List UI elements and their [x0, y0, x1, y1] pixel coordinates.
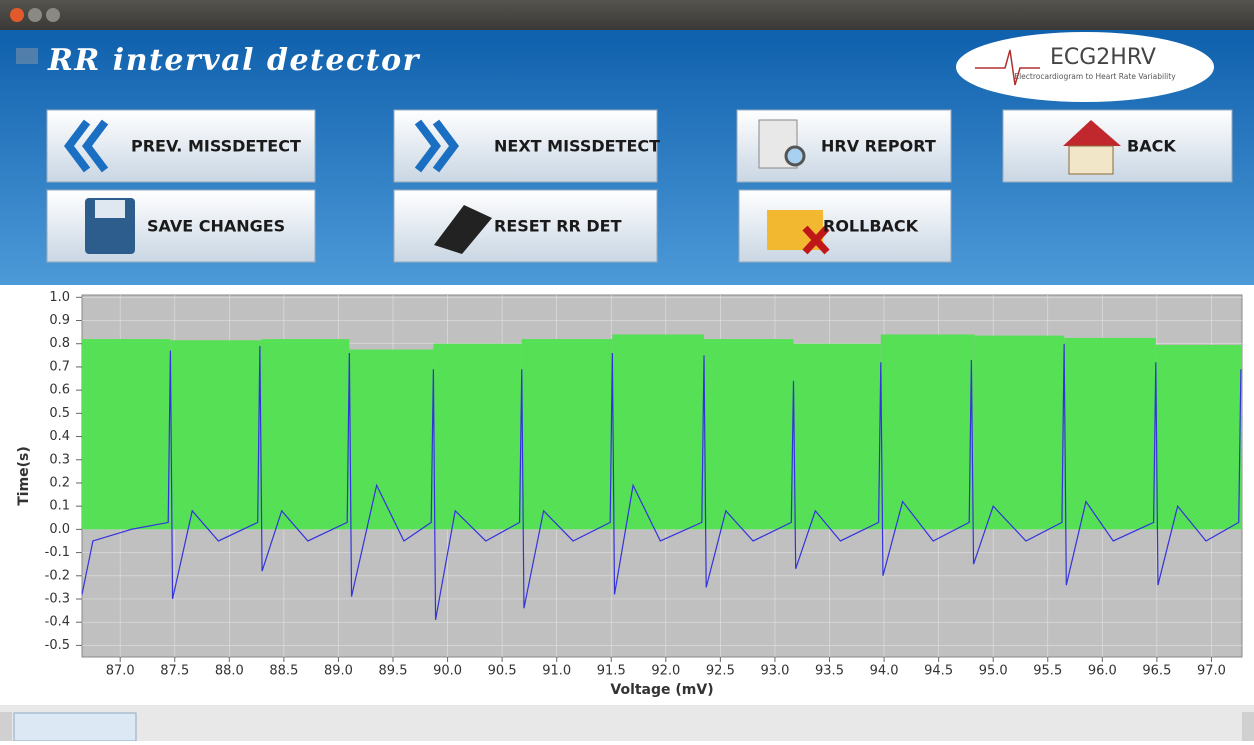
scrollbar[interactable] — [0, 705, 1254, 741]
rr-interval-bar — [704, 339, 794, 530]
y-tick-label: 0.3 — [49, 452, 70, 467]
logo-ecg-icon — [975, 49, 1040, 86]
x-tick-label: 87.0 — [106, 664, 135, 679]
button-label: PREV. MISSDETECT — [131, 137, 301, 156]
title-bar — [0, 0, 1254, 30]
rr-interval-bar — [1155, 344, 1242, 530]
button[interactable]: PREV. MISSDETECT — [46, 109, 316, 183]
x-tick-label: 89.5 — [379, 664, 408, 679]
y-tick-label: 0.0 — [49, 522, 70, 537]
button[interactable]: NEXT MISSDETECT — [393, 109, 660, 183]
x-tick-label: 96.5 — [1142, 664, 1171, 679]
scroll-left[interactable] — [0, 712, 12, 741]
rr-interval-bar — [82, 339, 171, 530]
x-tick-label: 97.0 — [1197, 664, 1226, 679]
button-label: NEXT MISSDETECT — [494, 137, 660, 156]
rr-interval-bar — [262, 339, 350, 530]
x-tick-label: 93.0 — [760, 664, 789, 679]
rr-interval-bar — [793, 343, 881, 530]
y-tick-label: 0.5 — [49, 406, 70, 421]
button[interactable]: ROLLBACK — [738, 189, 952, 263]
x-tick-label: 96.0 — [1088, 664, 1117, 679]
rr-interval-bar — [170, 340, 263, 530]
button[interactable]: SAVE CHANGES — [46, 189, 316, 263]
minimize-button[interactable] — [28, 8, 42, 22]
rr-interval-bar — [612, 334, 705, 530]
rr-interval-bar — [1064, 337, 1156, 530]
x-axis-label: Voltage (mV) — [610, 682, 713, 698]
close-button[interactable] — [10, 8, 24, 22]
x-tick-label: 92.0 — [651, 664, 680, 679]
x-tick-label: 91.0 — [542, 664, 571, 679]
y-tick-label: 1.0 — [49, 290, 70, 305]
rr-interval-bar — [521, 339, 613, 530]
y-tick-label: -0.4 — [45, 615, 70, 630]
icon — [784, 145, 806, 167]
y-tick-label: -0.2 — [45, 568, 70, 583]
rr-interval-bar — [880, 334, 975, 530]
y-tick-label: -0.1 — [45, 545, 70, 560]
icon — [1068, 145, 1114, 175]
x-tick-label: 87.5 — [160, 664, 189, 679]
button[interactable]: HRV REPORT — [736, 109, 952, 183]
icon — [64, 119, 109, 173]
x-tick-label: 91.5 — [597, 664, 626, 679]
x-tick-label: 92.5 — [706, 664, 735, 679]
icon — [802, 225, 830, 255]
rr-interval-bar — [433, 343, 522, 530]
x-tick-label: 89.0 — [324, 664, 353, 679]
x-tick-label: 93.5 — [815, 664, 844, 679]
button-face — [393, 189, 658, 263]
y-tick-label: 0.7 — [49, 359, 70, 374]
y-tick-label: 0.1 — [49, 499, 70, 514]
button[interactable]: RESET RR DET — [393, 189, 658, 263]
icon — [1063, 120, 1121, 146]
x-tick-label: 90.5 — [488, 664, 517, 679]
icon — [95, 200, 125, 218]
logo-title: ECG2HRV — [1050, 45, 1156, 70]
x-tick-label: 88.5 — [269, 664, 298, 679]
y-tick-label: 0.4 — [49, 429, 70, 444]
x-tick-label: 88.0 — [215, 664, 244, 679]
button-label: RESET RR DET — [494, 217, 622, 236]
x-tick-label: 90.0 — [433, 664, 462, 679]
icon — [434, 205, 492, 254]
app-title: RR interval detector — [47, 43, 421, 78]
y-tick-label: -0.5 — [45, 638, 70, 653]
rr-interval-bar — [974, 335, 1065, 530]
logo — [956, 32, 1214, 102]
y-tick-label: 0.8 — [49, 336, 70, 351]
x-tick-label: 95.5 — [1033, 664, 1062, 679]
y-tick-label: -0.3 — [45, 591, 70, 606]
app-icon — [16, 48, 38, 64]
button-label: BACK — [1127, 137, 1176, 156]
x-tick-label: 95.0 — [979, 664, 1008, 679]
y-tick-label: 0.9 — [49, 313, 70, 328]
rr-interval-bar — [349, 349, 434, 530]
maximize-button[interactable] — [46, 8, 60, 22]
button-label: SAVE CHANGES — [147, 217, 285, 236]
icon — [414, 119, 459, 173]
y-tick-label: 0.2 — [49, 475, 70, 490]
scroll-right[interactable] — [1242, 712, 1254, 741]
ecg-line — [81, 343, 1242, 620]
scroll-thumb[interactable] — [13, 712, 137, 742]
button-label: HRV REPORT — [821, 137, 936, 156]
logo-subtitle: Electrocardiogram to Heart Rate Variabil… — [1014, 72, 1176, 81]
x-tick-label: 94.0 — [870, 664, 899, 679]
button-label: ROLLBACK — [823, 217, 919, 236]
button[interactable]: BACK — [1002, 109, 1233, 183]
y-tick-label: 0.6 — [49, 383, 70, 398]
x-tick-label: 94.5 — [924, 664, 953, 679]
y-axis-label: Time(s) — [16, 446, 32, 506]
